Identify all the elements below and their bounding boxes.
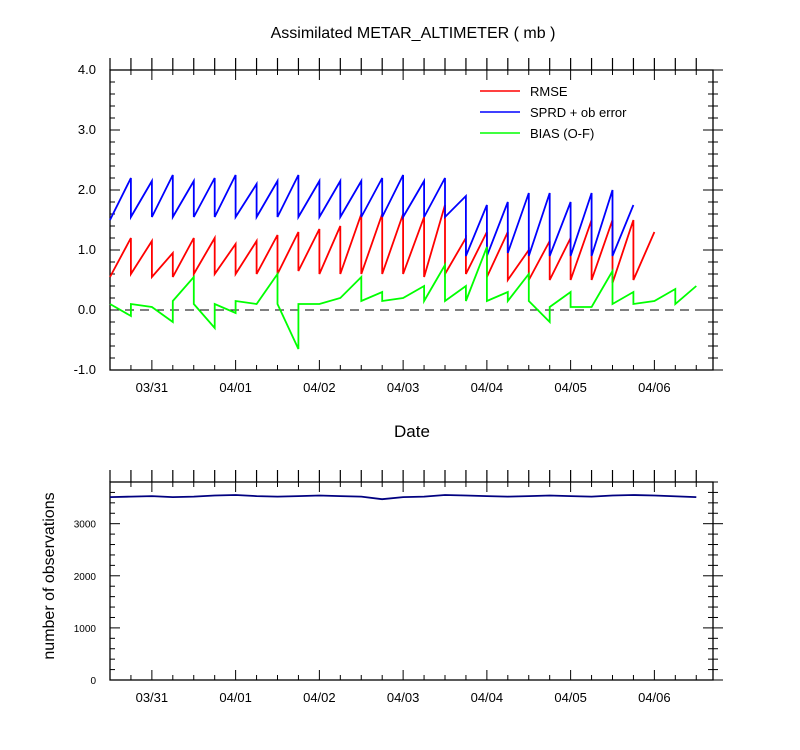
bottom-x-tick-labels: 03/31 04/01 04/02 04/03 04/04 04/05 04/06 [136, 690, 671, 705]
y-tick-label: 3000 [74, 520, 97, 531]
x-tick-label: 04/01 [219, 690, 252, 705]
x-tick-label: 04/04 [471, 690, 504, 705]
series-line-observations [109, 494, 697, 501]
series-line-bias-o-f [109, 246, 697, 350]
x-tick-label: 04/02 [303, 380, 336, 395]
x-axis-label: Date [394, 422, 430, 441]
legend: RMSE SPRD + ob error BIAS (O-F) [480, 84, 627, 141]
x-tick-label: 03/31 [136, 690, 169, 705]
x-tick-label: 04/05 [554, 380, 587, 395]
series-line-sprd-ob-error [109, 174, 635, 257]
y-axis-label-observations: number of observations [41, 492, 58, 659]
x-tick-label: 04/06 [638, 690, 671, 705]
bottom-plot-frame [109, 481, 714, 681]
x-tick-label: 03/31 [136, 380, 169, 395]
x-tick-label: 04/01 [219, 380, 252, 395]
top-x-tick-labels: 03/31 04/01 04/02 04/03 04/04 04/05 04/06 [136, 380, 671, 395]
top-y-tick-labels: -1.0 0.0 1.0 2.0 3.0 4.0 [74, 62, 96, 377]
x-tick-label: 04/03 [387, 690, 420, 705]
y-tick-label: -1.0 [74, 362, 96, 377]
top-series-layer [109, 174, 697, 350]
top-tick-layer [109, 58, 723, 371]
x-tick-label: 04/05 [554, 690, 587, 705]
y-tick-label: 1000 [74, 624, 97, 635]
series-line-rmse [109, 204, 656, 284]
y-tick-label: 0.0 [78, 302, 96, 317]
x-tick-label: 04/06 [638, 380, 671, 395]
y-tick-label: 1.0 [78, 242, 96, 257]
y-tick-label: 2000 [74, 572, 97, 583]
legend-label-rmse: RMSE [530, 84, 568, 99]
x-tick-label: 04/02 [303, 690, 336, 705]
bottom-series-layer [109, 494, 697, 501]
bottom-tick-layer [109, 470, 723, 681]
legend-label-bias: BIAS (O-F) [530, 126, 594, 141]
legend-label-sprd: SPRD + ob error [530, 105, 627, 120]
y-tick-label: 4.0 [78, 62, 96, 77]
y-tick-label: 2.0 [78, 182, 96, 197]
x-tick-label: 04/03 [387, 380, 420, 395]
x-tick-label: 04/04 [471, 380, 504, 395]
y-tick-label: 0 [90, 676, 96, 687]
bottom-y-tick-labels: 0 1000 2000 3000 [74, 520, 97, 687]
y-tick-label: 3.0 [78, 122, 96, 137]
chart-title: Assimilated METAR_ALTIMETER ( mb ) [271, 25, 556, 42]
